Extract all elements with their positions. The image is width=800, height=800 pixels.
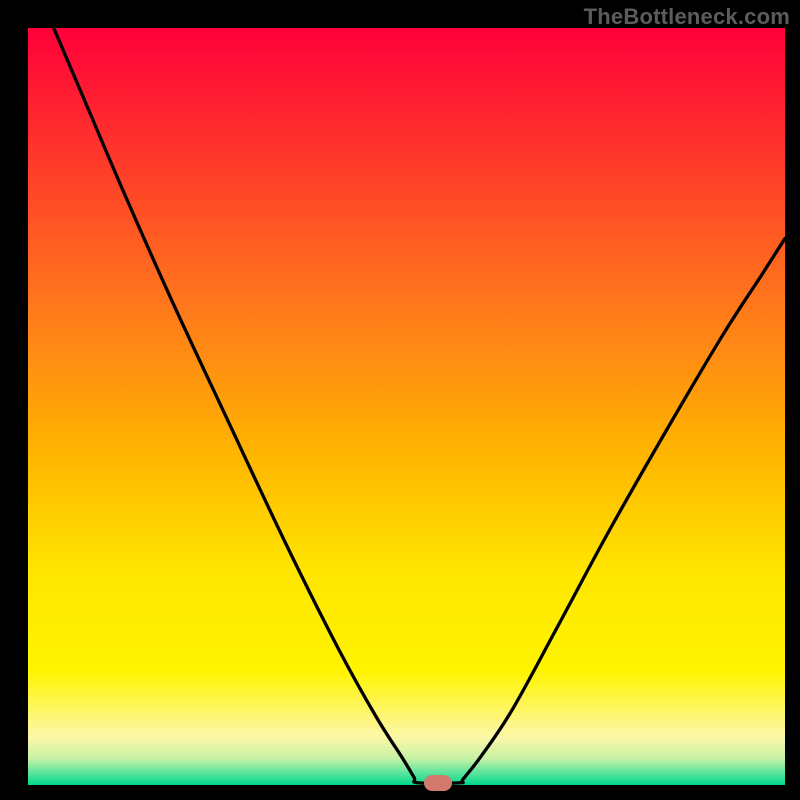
bottleneck-marker — [424, 775, 452, 791]
chart-stage: TheBottleneck.com — [0, 0, 800, 800]
gradient-background — [28, 28, 785, 785]
bottleneck-chart — [0, 0, 800, 800]
watermark-label: TheBottleneck.com — [584, 4, 790, 30]
